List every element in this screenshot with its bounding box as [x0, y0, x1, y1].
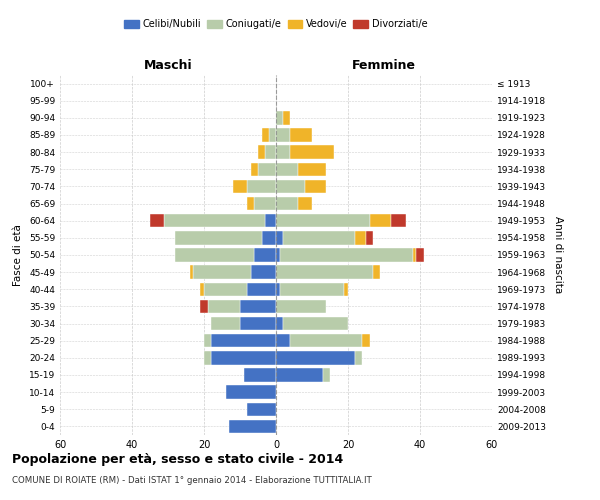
- Y-axis label: Fasce di età: Fasce di età: [13, 224, 23, 286]
- Bar: [175, 248, 254, 262]
- Bar: [276, 162, 298, 176]
- Bar: [283, 317, 348, 330]
- Bar: [204, 282, 247, 296]
- Bar: [276, 111, 283, 124]
- Bar: [276, 300, 326, 313]
- Bar: [276, 351, 355, 364]
- Bar: [290, 334, 362, 347]
- Bar: [244, 368, 276, 382]
- Text: Popolazione per età, sesso e stato civile - 2014: Popolazione per età, sesso e stato civil…: [12, 452, 343, 466]
- Bar: [280, 282, 344, 296]
- Bar: [247, 180, 276, 193]
- Bar: [258, 162, 276, 176]
- Bar: [355, 351, 362, 364]
- Bar: [373, 266, 380, 279]
- Text: COMUNE DI ROIATE (RM) - Dati ISTAT 1° gennaio 2014 - Elaborazione TUTTITALIA.IT: COMUNE DI ROIATE (RM) - Dati ISTAT 1° ge…: [12, 476, 372, 485]
- Bar: [280, 248, 413, 262]
- Bar: [276, 146, 290, 159]
- Bar: [283, 111, 290, 124]
- Bar: [362, 334, 370, 347]
- Legend: Celibi/Nubili, Coniugati/e, Vedovi/e, Divorziati/e: Celibi/Nubili, Coniugati/e, Vedovi/e, Di…: [121, 15, 431, 33]
- Bar: [276, 266, 373, 279]
- Bar: [276, 368, 323, 382]
- Bar: [254, 197, 276, 210]
- Bar: [290, 128, 312, 141]
- Bar: [247, 197, 254, 210]
- Bar: [247, 282, 276, 296]
- Bar: [290, 146, 334, 159]
- Bar: [247, 402, 276, 416]
- Bar: [204, 351, 211, 364]
- Bar: [276, 180, 305, 193]
- Bar: [211, 317, 240, 330]
- Bar: [276, 197, 298, 210]
- Bar: [269, 128, 276, 141]
- Bar: [200, 282, 204, 296]
- Bar: [298, 162, 326, 176]
- Bar: [258, 146, 265, 159]
- Bar: [211, 334, 276, 347]
- Bar: [283, 231, 355, 244]
- Bar: [276, 282, 280, 296]
- Bar: [276, 334, 290, 347]
- Bar: [265, 146, 276, 159]
- Bar: [276, 317, 283, 330]
- Bar: [240, 300, 276, 313]
- Bar: [240, 317, 276, 330]
- Bar: [251, 266, 276, 279]
- Bar: [262, 128, 269, 141]
- Bar: [323, 368, 330, 382]
- Bar: [193, 266, 251, 279]
- Bar: [200, 300, 208, 313]
- Bar: [276, 231, 283, 244]
- Bar: [150, 214, 164, 228]
- Bar: [416, 248, 424, 262]
- Bar: [251, 162, 258, 176]
- Bar: [262, 231, 276, 244]
- Bar: [226, 386, 276, 399]
- Bar: [344, 282, 348, 296]
- Bar: [208, 300, 240, 313]
- Bar: [164, 214, 265, 228]
- Bar: [366, 231, 373, 244]
- Text: Femmine: Femmine: [352, 60, 416, 72]
- Bar: [265, 214, 276, 228]
- Bar: [370, 214, 391, 228]
- Bar: [355, 231, 366, 244]
- Bar: [204, 334, 211, 347]
- Bar: [305, 180, 326, 193]
- Bar: [190, 266, 193, 279]
- Y-axis label: Anni di nascita: Anni di nascita: [553, 216, 563, 294]
- Bar: [298, 197, 312, 210]
- Text: Maschi: Maschi: [143, 60, 193, 72]
- Bar: [254, 248, 276, 262]
- Bar: [391, 214, 406, 228]
- Bar: [229, 420, 276, 433]
- Bar: [233, 180, 247, 193]
- Bar: [175, 231, 262, 244]
- Bar: [276, 248, 280, 262]
- Bar: [276, 128, 290, 141]
- Bar: [276, 214, 370, 228]
- Bar: [211, 351, 276, 364]
- Bar: [413, 248, 416, 262]
